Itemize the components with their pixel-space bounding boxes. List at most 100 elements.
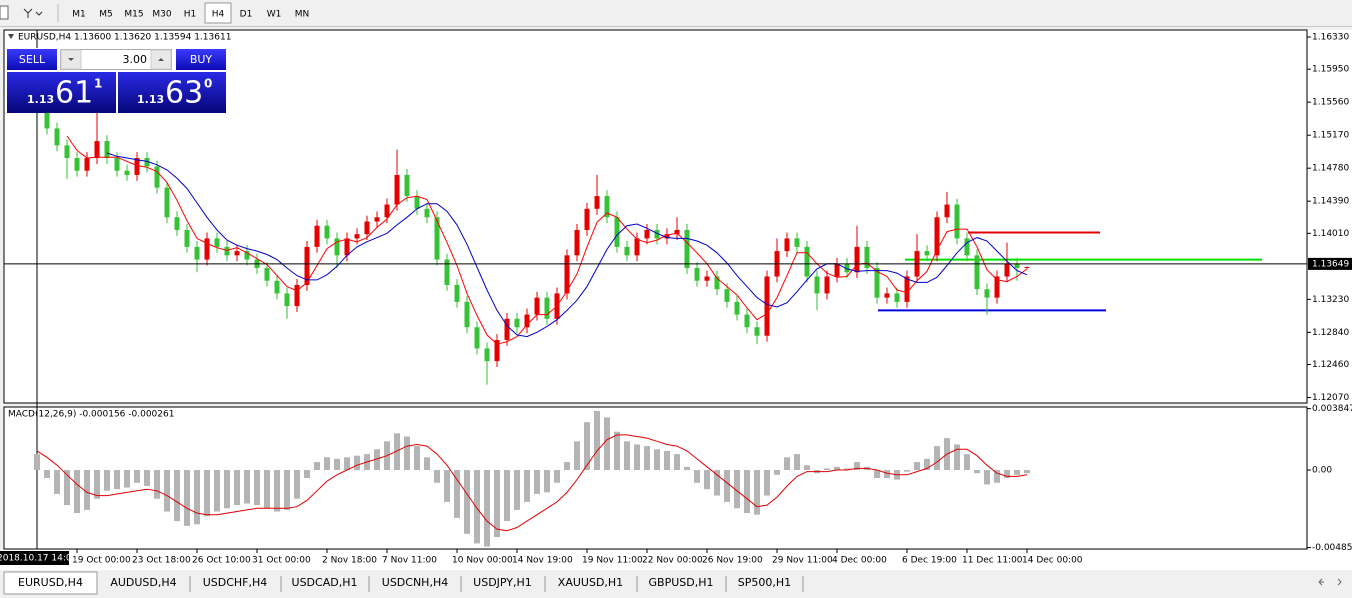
timeframe-button[interactable]: [261, 3, 287, 23]
y-tick-label: 1.13230: [1312, 295, 1349, 305]
timeframe-button[interactable]: [233, 3, 259, 23]
y-tick-label: -0.004858: [1312, 543, 1352, 553]
candle-body: [404, 174, 410, 197]
candle-body: [634, 238, 640, 256]
timeframe-label[interactable]: D1: [240, 10, 253, 20]
candle-body: [784, 238, 790, 252]
time-axis: [0, 550, 1352, 570]
lot-value[interactable]: 3.00: [123, 53, 148, 66]
timeframe-label[interactable]: MN: [295, 10, 310, 20]
macd-bar: [134, 470, 140, 483]
candle-body: [134, 158, 140, 175]
timeframe-button[interactable]: [289, 3, 315, 23]
y-tick-label: 1.14390: [1312, 197, 1349, 207]
tab-label[interactable]: USDCAD,H1: [292, 576, 358, 589]
tab-label[interactable]: SP500,H1: [738, 576, 791, 589]
candle-body: [394, 174, 400, 205]
bid-box[interactable]: [7, 72, 116, 113]
timeframe-button[interactable]: [66, 3, 92, 23]
tab-label[interactable]: USDJPY,H1: [473, 576, 532, 589]
candle-body: [324, 225, 330, 239]
buy-label[interactable]: BUY: [190, 53, 213, 66]
timeframe-label[interactable]: W1: [267, 10, 282, 20]
candle-body: [464, 301, 470, 328]
macd-bar: [34, 454, 40, 471]
tool-icon[interactable]: [23, 8, 43, 18]
y-tick-label: 0.00: [1312, 466, 1332, 476]
tab-active[interactable]: [3, 571, 98, 595]
timeframe-label[interactable]: M30: [152, 10, 171, 20]
tab-label[interactable]: USDCNH,H4: [382, 576, 448, 589]
candle-body: [954, 204, 960, 239]
timeframe-button[interactable]: [149, 3, 175, 23]
x-tick-label: 2 Nov 18:00: [322, 556, 377, 566]
candle-body: [1004, 263, 1010, 277]
buy-button[interactable]: [176, 49, 226, 70]
macd-bar: [584, 422, 590, 471]
x-tick-label: 23 Oct 18:00: [132, 556, 191, 566]
scroll-left[interactable]: [1318, 578, 1324, 586]
candle-body: [614, 217, 620, 247]
y-tick-label: 1.16330: [1312, 33, 1349, 43]
candle-body: [104, 141, 110, 159]
candle-body: [414, 196, 420, 209]
macd-bar: [634, 444, 640, 471]
macd-bar: [74, 470, 80, 514]
tab-label[interactable]: AUDUSD,H4: [110, 576, 176, 589]
macd-bar: [964, 454, 970, 471]
ask-box[interactable]: [118, 72, 226, 113]
macd-bar: [914, 462, 920, 471]
candle-body: [454, 284, 460, 302]
candle-body: [884, 293, 890, 298]
tab-label[interactable]: EURUSD,H4: [18, 576, 83, 589]
candle-body: [154, 166, 160, 188]
macd-bar: [234, 470, 240, 506]
timeframe-button[interactable]: [177, 3, 203, 23]
arrow-up: [158, 58, 164, 61]
candle-body: [744, 314, 750, 328]
plot: [4, 30, 1307, 549]
timeframe-label[interactable]: M15: [124, 10, 143, 20]
macd-bar: [434, 470, 440, 483]
candle-body: [824, 276, 830, 294]
candle-body: [284, 293, 290, 307]
candle-body: [44, 111, 50, 129]
macd-bar: [54, 470, 60, 494]
macd-bar: [44, 470, 50, 478]
timeframe-label[interactable]: H4: [212, 10, 225, 20]
macd-bar: [194, 470, 200, 525]
candle-body: [494, 339, 500, 362]
tab-label[interactable]: GBPUSD,H1: [649, 576, 714, 589]
macd-bar: [844, 468, 850, 471]
tool-icon[interactable]: [0, 5, 9, 20]
timeframe-label[interactable]: M5: [99, 10, 113, 20]
candle-body: [184, 229, 190, 247]
sell-button[interactable]: [7, 49, 57, 70]
candle-body: [164, 187, 170, 218]
candle-body: [94, 141, 100, 159]
timeframe-button[interactable]: [121, 3, 147, 23]
macd-bar: [524, 470, 530, 502]
candle-body: [934, 217, 940, 256]
candle-body: [854, 246, 860, 273]
timeframe-label[interactable]: M1: [72, 10, 86, 20]
sell-label[interactable]: SELL: [19, 53, 46, 66]
tab-label[interactable]: XAUUSD,H1: [558, 576, 623, 589]
timeframe-label[interactable]: H1: [184, 10, 197, 20]
candle-body: [384, 204, 390, 218]
candle-body: [544, 297, 550, 319]
tab-label[interactable]: USDCHF,H4: [203, 576, 268, 589]
scroll-right[interactable]: [1337, 578, 1342, 586]
timeframe-button[interactable]: [93, 3, 119, 23]
y-tick-label: 1.12840: [1312, 328, 1349, 338]
timeframe-button[interactable]: [204, 2, 232, 24]
candle-body: [224, 246, 230, 256]
candle-body: [684, 229, 690, 269]
arrow-down: [68, 58, 74, 61]
x-tick-label: 11 Dec 11:00: [962, 556, 1023, 566]
macd-bar: [324, 457, 330, 471]
macd-bar: [424, 457, 430, 471]
candle-body: [564, 255, 570, 294]
candle-body: [524, 314, 530, 328]
macd-bar: [534, 470, 540, 494]
